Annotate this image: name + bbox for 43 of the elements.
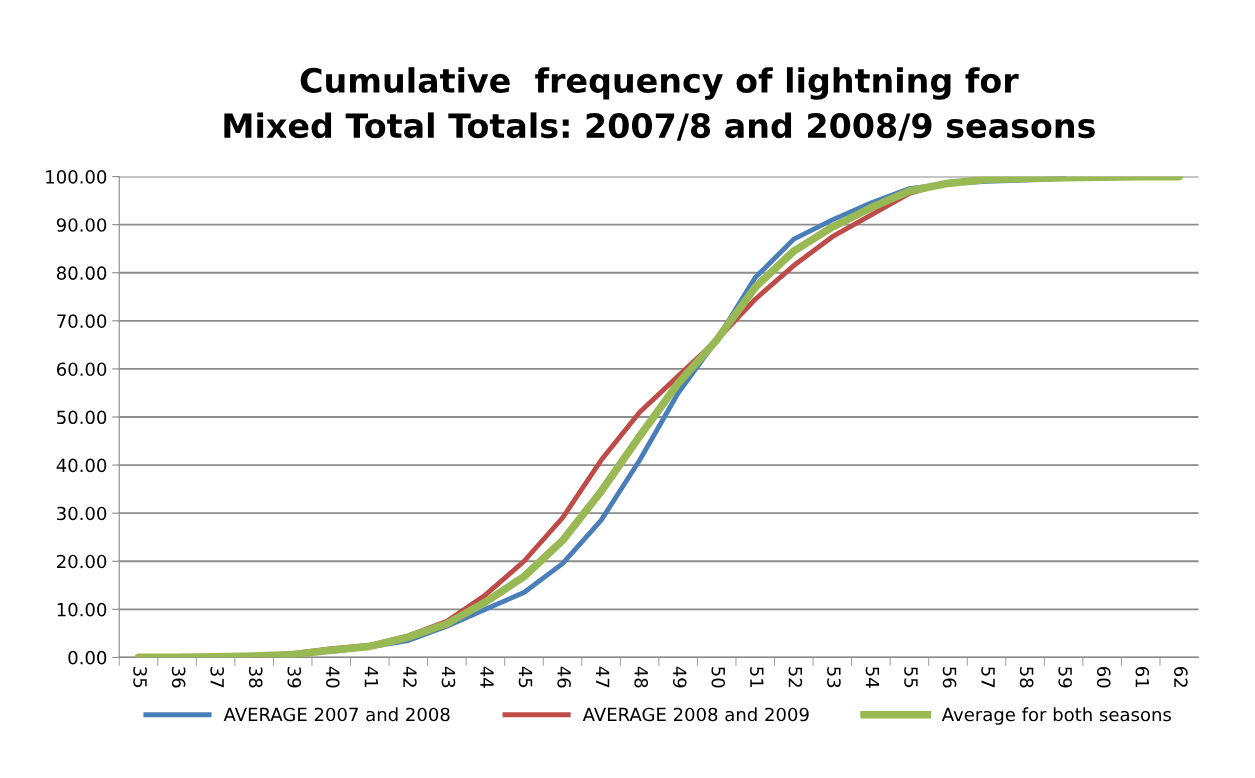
- x-tick-label: 49: [672, 666, 687, 688]
- x-tick-label: 61: [1135, 667, 1150, 688]
- y-tick-label: 90.00: [56, 218, 107, 232]
- legend-label: AVERAGE 2008 and 2009: [582, 707, 809, 722]
- x-tick-label: 50: [711, 667, 726, 688]
- y-tick-label: 70.00: [57, 314, 107, 328]
- x-tick-label: 58: [1019, 667, 1034, 688]
- y-tick-label: 10.00: [57, 602, 107, 617]
- y-tick-label: 20.00: [57, 554, 107, 569]
- x-tick-label: 44: [480, 666, 494, 688]
- x-tick-label: 46: [557, 666, 571, 688]
- x-tick-label: 36: [171, 667, 186, 688]
- legend-label: Average for both seasons: [941, 707, 1171, 725]
- x-tick-label: 47: [596, 666, 610, 688]
- x-tick-label: 41: [364, 666, 378, 688]
- x-tick-label: 62: [1174, 667, 1188, 687]
- x-tick-label: 38: [248, 667, 263, 688]
- x-tick-label: 53: [827, 667, 841, 688]
- x-tick-label: 52: [788, 667, 803, 687]
- x-tick-label: 60: [1096, 667, 1111, 688]
- x-tick-label: 51: [750, 667, 764, 688]
- x-tick-label: 42: [403, 666, 417, 687]
- x-tick-label: 39: [287, 667, 302, 688]
- x-tick-label: 48: [634, 666, 649, 688]
- x-tick-label: 57: [981, 667, 995, 688]
- x-tick-label: 37: [210, 667, 225, 688]
- x-tick-label: 56: [942, 667, 957, 688]
- y-tick-label: 40.00: [56, 458, 107, 473]
- x-tick-label: 59: [1058, 667, 1073, 688]
- y-tick-label: 50.00: [57, 410, 107, 425]
- x-tick-label: 40: [325, 666, 340, 688]
- x-tick-label: 45: [518, 666, 533, 688]
- y-tick-label: 0.00: [68, 650, 107, 665]
- x-tick-label: 54: [865, 667, 880, 688]
- x-tick-label: 55: [904, 667, 918, 688]
- x-tick-label: 35: [133, 667, 147, 688]
- y-tick-label: 60.00: [56, 362, 107, 377]
- y-tick-label: 80.00: [56, 266, 107, 280]
- y-tick-label: 30.00: [57, 506, 107, 521]
- legend-label: AVERAGE 2007 and 2008: [223, 707, 450, 722]
- chart-title: Cumulative frequency of lightning for Mixed Total Totals: 2007/8 and 2008/9 seasons: [224, 67, 1095, 141]
- x-tick-label: 43: [441, 666, 456, 688]
- y-tick-label: 100.00: [46, 170, 107, 184]
